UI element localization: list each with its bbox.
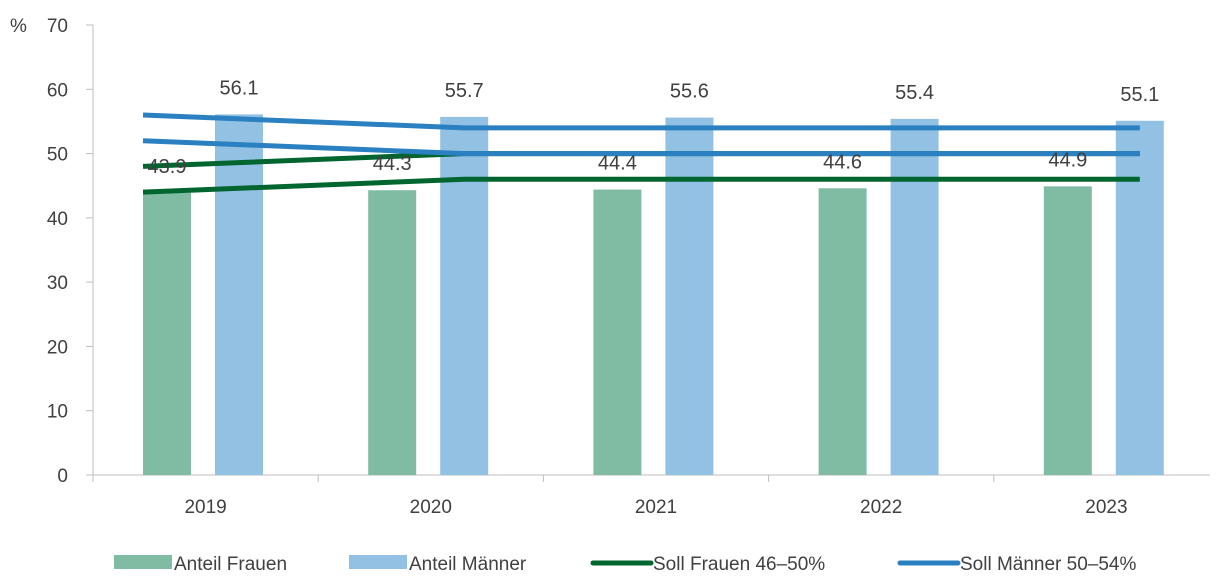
- y-tick-label: 20: [47, 337, 68, 358]
- y-tick-label: 0: [57, 466, 68, 487]
- data-label-anteil-frauen: 44.6: [823, 151, 862, 173]
- bar-anteil-frauen: [593, 189, 642, 476]
- data-labels: 43.9 56.1 44.3 55.7 44.4 55.6 44.6 55.4 44.9 55.1: [148, 77, 1160, 177]
- y-tick-label: 10: [47, 402, 68, 423]
- y-tick-label: 40: [47, 209, 68, 230]
- bar-anteil-maenner: [1115, 120, 1164, 476]
- bar-anteil-frauen: [1043, 186, 1092, 475]
- data-label-anteil-maenner: 56.1: [220, 77, 259, 99]
- legend-label-soll-maenner: Soll Männer 50–54%: [960, 554, 1136, 575]
- legend-swatch-anteil-frauen: [114, 555, 172, 569]
- data-label-anteil-maenner: 55.7: [445, 80, 484, 102]
- y-tick-label: 70: [47, 16, 68, 37]
- data-label-anteil-maenner: 55.6: [670, 81, 709, 103]
- bar-anteil-maenner: [440, 116, 489, 475]
- y-tick-label: 30: [47, 273, 68, 294]
- legend-label-anteil-frauen: Anteil Frauen: [174, 554, 287, 575]
- bar-anteil-maenner: [215, 114, 263, 475]
- data-label-anteil-frauen: 44.3: [373, 153, 412, 175]
- legend: Anteil Frauen Anteil Männer Soll Frauen 46…: [114, 554, 1136, 575]
- x-tick-label: 2019: [184, 497, 226, 518]
- y-tick-label: 60: [47, 80, 68, 101]
- y-tick-label: 50: [47, 145, 68, 166]
- y-unit-label: %: [10, 16, 27, 37]
- x-tick-label: 2020: [410, 497, 452, 518]
- data-label-anteil-maenner: 55.1: [1120, 84, 1159, 106]
- target-line-frauen-lower: [142, 176, 1140, 195]
- bar-anteil-frauen: [818, 188, 867, 476]
- legend-swatch-anteil-maenner: [349, 555, 407, 569]
- target-lines: [142, 112, 1140, 195]
- target-line-maenner-upper: [142, 112, 1140, 131]
- legend-label-anteil-maenner: Anteil Männer: [409, 554, 527, 575]
- data-label-anteil-frauen: 43.9: [148, 156, 187, 178]
- data-label-anteil-frauen: 44.9: [1048, 149, 1087, 171]
- x-tick-label: 2022: [860, 497, 902, 518]
- data-label-anteil-frauen: 44.4: [598, 153, 637, 175]
- x-tick-label: 2023: [1085, 497, 1127, 518]
- bar-anteil-maenner: [890, 118, 939, 475]
- bar-anteil-frauen: [368, 190, 417, 475]
- x-tick-label: 2021: [635, 497, 677, 518]
- bar-anteil-frauen: [143, 192, 191, 476]
- bar-anteil-maenner: [665, 117, 714, 476]
- data-label-anteil-maenner: 55.4: [895, 82, 934, 104]
- axes: 0 10 20 30 40 50 60 70% 2019 2020 2021 2022 2023: [10, 16, 1210, 518]
- target-line-maenner-lower: [142, 138, 1140, 157]
- bars: [143, 114, 1164, 476]
- legend-label-soll-frauen: Soll Frauen 46–50%: [653, 554, 825, 575]
